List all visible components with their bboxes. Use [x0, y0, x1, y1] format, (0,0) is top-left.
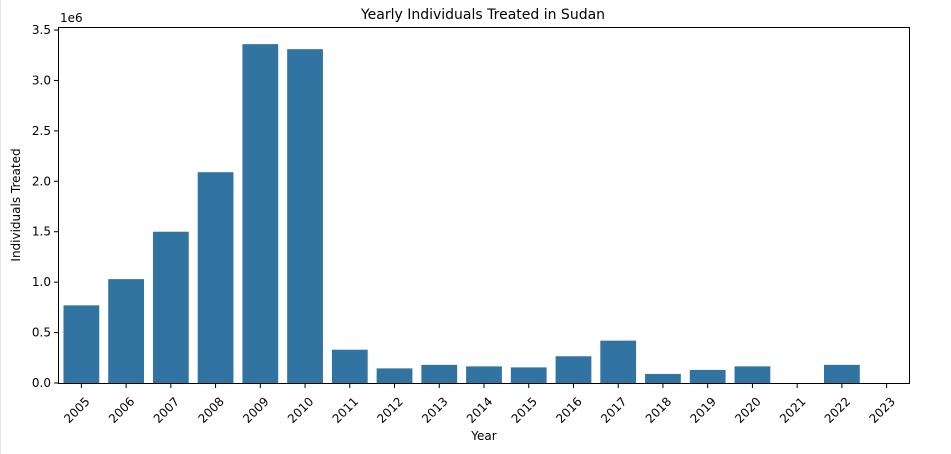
bar-2015 [510, 367, 547, 383]
bar-2014 [466, 366, 502, 383]
y-tick-label: 2.0 [32, 174, 51, 188]
x-tick-label-2008: 2008 [195, 394, 226, 425]
bar-2010 [287, 49, 323, 384]
x-axis-label: Year [470, 429, 496, 443]
bar-2007 [152, 231, 189, 383]
bar-2016 [555, 356, 592, 383]
y-tick-label: 2.5 [32, 124, 51, 138]
bar-2006 [108, 279, 144, 383]
x-tick-label-2014: 2014 [464, 394, 495, 425]
bar-2019 [689, 369, 726, 383]
y-tick-label: 0.0 [32, 376, 51, 390]
bar-2017 [600, 340, 637, 383]
x-tick-label-2011: 2011 [330, 394, 361, 425]
x-tick-label-2006: 2006 [106, 394, 137, 425]
x-tick-label-2023: 2023 [866, 394, 897, 425]
bars-group [63, 44, 860, 384]
bar-2018 [645, 373, 681, 383]
y-tick-label: 1.0 [32, 275, 51, 289]
x-tick-label-2012: 2012 [374, 394, 405, 425]
x-tick-label-2005: 2005 [61, 394, 92, 425]
y-tick-label: 1.5 [32, 225, 51, 239]
x-tick-label-2021: 2021 [777, 394, 808, 425]
y-tick-label: 3.5 [32, 23, 51, 37]
bar-2009 [242, 44, 279, 383]
y-offset-label: 1e6 [60, 11, 83, 25]
y-axis-label: Individuals Treated [9, 148, 23, 261]
bar-2011 [331, 349, 368, 383]
x-tick-label-2009: 2009 [240, 394, 271, 425]
x-tick-label-2016: 2016 [553, 394, 584, 425]
x-tick-label-2022: 2022 [822, 394, 853, 425]
bar-2013 [421, 364, 458, 383]
chart-title: Yearly Individuals Treated in Sudan [360, 7, 605, 23]
x-tick-label-2019: 2019 [688, 394, 719, 425]
y-tick-label: 3.0 [32, 73, 51, 87]
y-tick-label: 0.5 [32, 326, 51, 340]
plot-frame [58, 27, 910, 384]
bar-2008 [197, 172, 234, 383]
bar-2022 [824, 364, 860, 383]
x-tick-label-2017: 2017 [598, 394, 629, 425]
x-ticks-group: 2005 2006 2007 2008 2009 2010 2011 2012 2013 2014… [61, 383, 898, 426]
x-tick-label-2020: 2020 [732, 394, 763, 425]
x-tick-label-2013: 2013 [419, 394, 450, 425]
bar-2020 [734, 366, 771, 383]
x-tick-label-2015: 2015 [509, 394, 540, 425]
x-tick-label-2007: 2007 [151, 394, 182, 425]
bar-2012 [376, 368, 413, 383]
x-tick-label-2018: 2018 [643, 394, 674, 425]
x-tick-label-2010: 2010 [285, 394, 316, 425]
y-ticks-group: 0.0 0.5 1.0 1.5 2.0 2.5 3.0 3.5 [32, 23, 59, 390]
bar-2005 [63, 305, 100, 383]
